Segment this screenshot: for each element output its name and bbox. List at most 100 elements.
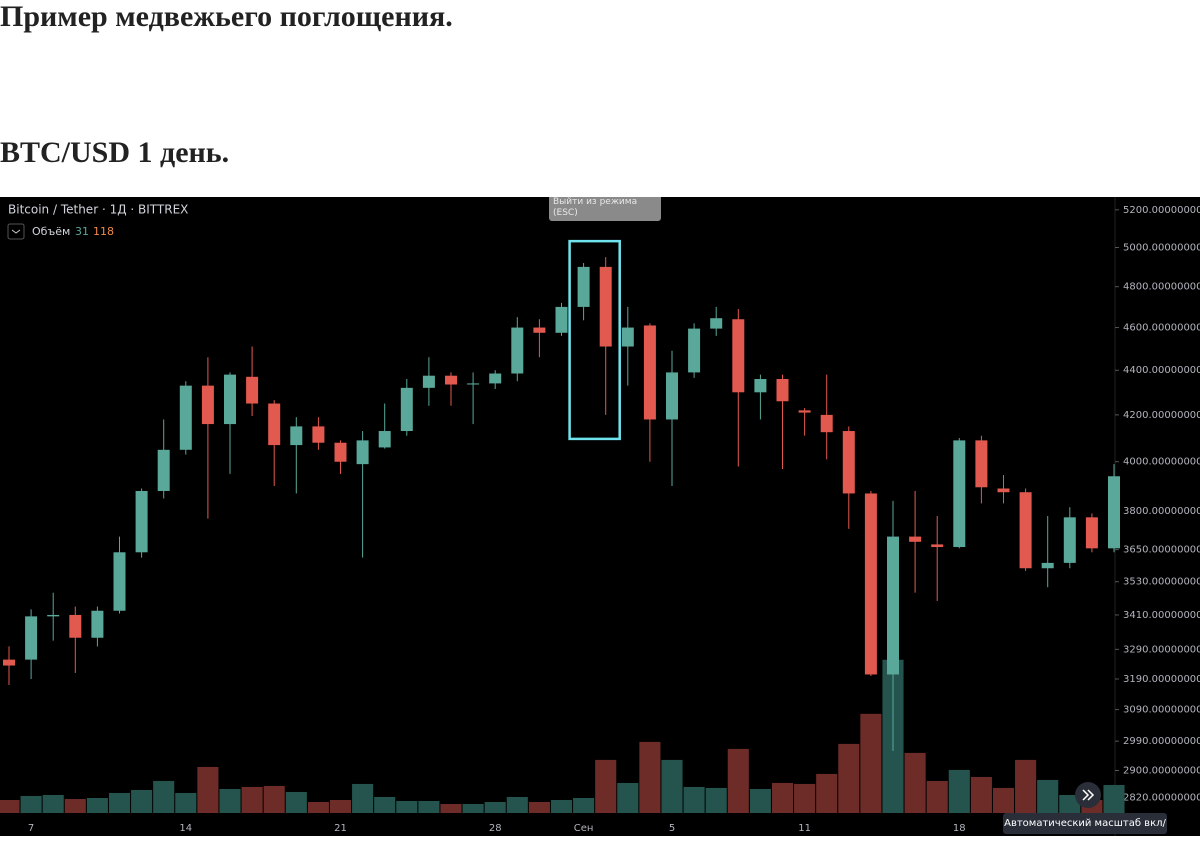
candle-body — [201, 385, 214, 425]
chart: Bitcoin / Tether · 1Д · BITTREX Объём 31… — [0, 197, 1200, 836]
volume-bar — [550, 799, 573, 813]
y-tick-label: 3290.00000000 — [1123, 644, 1200, 655]
candle-body — [864, 493, 877, 675]
candle-body — [113, 552, 126, 611]
candle-body — [577, 266, 590, 307]
y-tick-label: 3090.00000000 — [1123, 705, 1200, 716]
volume-bar — [307, 801, 329, 813]
volume-bar — [86, 797, 108, 813]
candle-body — [909, 536, 922, 542]
volume-bar — [970, 776, 992, 813]
candle-body — [135, 490, 148, 553]
y-tick-label: 4000.00000000 — [1123, 457, 1200, 468]
volume-bar — [352, 783, 374, 813]
volume-bar — [329, 799, 352, 813]
collapse-icon — [11, 229, 21, 234]
y-tick-label: 3650.00000000 — [1123, 545, 1200, 556]
candle-body — [688, 328, 701, 373]
candle-body — [290, 426, 303, 446]
auto-scale-button[interactable]: Автоматический масштаб вкл/выкл — [1003, 813, 1167, 850]
candle-body — [268, 403, 281, 446]
candle-body — [489, 373, 502, 384]
candle-body — [25, 616, 38, 660]
candle-body — [776, 378, 789, 402]
volume-legend-value: 118 — [93, 225, 114, 238]
y-tick-label: 4400.00000000 — [1123, 365, 1200, 376]
volume-bar — [573, 797, 595, 813]
candle-body — [179, 385, 192, 450]
volume-bar — [838, 743, 860, 813]
symbol-title: Bitcoin / Tether · 1Д · BITTREX — [8, 203, 188, 217]
x-tick-label: 18 — [953, 823, 966, 834]
y-tick-label: 3190.00000000 — [1123, 674, 1200, 685]
volume-bar — [683, 786, 705, 813]
volume-bar — [219, 788, 241, 813]
y-tick-label: 4200.00000000 — [1123, 410, 1200, 421]
volume-bar — [1103, 784, 1125, 813]
candle-body — [3, 659, 15, 666]
candle-body — [997, 488, 1010, 493]
volume-bar — [661, 759, 683, 813]
volume-bar — [1037, 779, 1059, 813]
volume-bar — [617, 782, 639, 813]
candle-body — [1041, 562, 1054, 569]
y-tick-label: 3530.00000000 — [1123, 577, 1200, 588]
volume-bar — [639, 741, 661, 813]
x-tick-label: 14 — [179, 823, 192, 834]
x-tick-label: 28 — [489, 823, 502, 834]
volume-bar — [926, 780, 948, 813]
candle-body — [445, 375, 457, 385]
candle-body — [69, 614, 82, 638]
candle-body — [555, 306, 568, 333]
volume-bar — [1015, 759, 1037, 813]
volume-bar — [749, 788, 771, 813]
candle-body — [599, 266, 612, 347]
x-tick-label: 7 — [28, 823, 34, 834]
highlight-box — [568, 239, 621, 441]
candle-body — [224, 374, 236, 425]
candle-body — [533, 327, 546, 333]
volume-bar — [484, 801, 506, 813]
candle-body — [47, 614, 60, 617]
candle-body — [643, 325, 656, 420]
candle-body — [1108, 476, 1120, 549]
candle-body — [1019, 492, 1032, 569]
candle-body — [246, 376, 259, 404]
volume-bar — [64, 798, 86, 813]
y-tick-label: 5200.00000000 — [1123, 205, 1200, 216]
page-title: Пример медвежьего поглощения. — [0, 0, 453, 33]
volume-bar — [396, 800, 418, 813]
volume-bar — [904, 752, 926, 813]
volume-bar — [42, 794, 64, 813]
candle-body — [157, 449, 170, 491]
x-tick-label: Сен — [574, 823, 594, 834]
collapse-button[interactable] — [7, 223, 25, 240]
volume-bar — [374, 796, 396, 813]
candle-body — [931, 544, 944, 548]
scroll-icon — [1082, 789, 1095, 801]
candle-body — [975, 440, 988, 488]
candle-body — [798, 410, 811, 413]
volume-bar — [860, 713, 882, 813]
page-subtitle: BTC/USD 1 день. — [0, 136, 230, 169]
x-tick-label: 11 — [798, 823, 811, 834]
y-tick-label: 2820.00000000 — [1123, 792, 1200, 803]
volume-bar — [506, 796, 528, 813]
volume-bar — [418, 800, 440, 813]
volume-bar — [153, 780, 175, 813]
volume-bar — [771, 782, 794, 813]
volume-bar — [462, 803, 484, 813]
candle-body — [422, 375, 435, 388]
volume-bar — [816, 773, 838, 813]
candle-body — [710, 318, 723, 329]
volume-bar — [108, 792, 131, 813]
volume-bar — [948, 769, 970, 813]
x-tick-label: 5 — [669, 823, 675, 834]
candle-body — [511, 327, 524, 374]
candle-body — [754, 378, 767, 393]
tooltip: Выйти из режима (ESC) — [549, 197, 661, 221]
volume-bar — [263, 785, 285, 813]
volume-bar — [20, 795, 42, 813]
volume-bar — [794, 783, 816, 813]
volume-bar — [727, 748, 749, 813]
